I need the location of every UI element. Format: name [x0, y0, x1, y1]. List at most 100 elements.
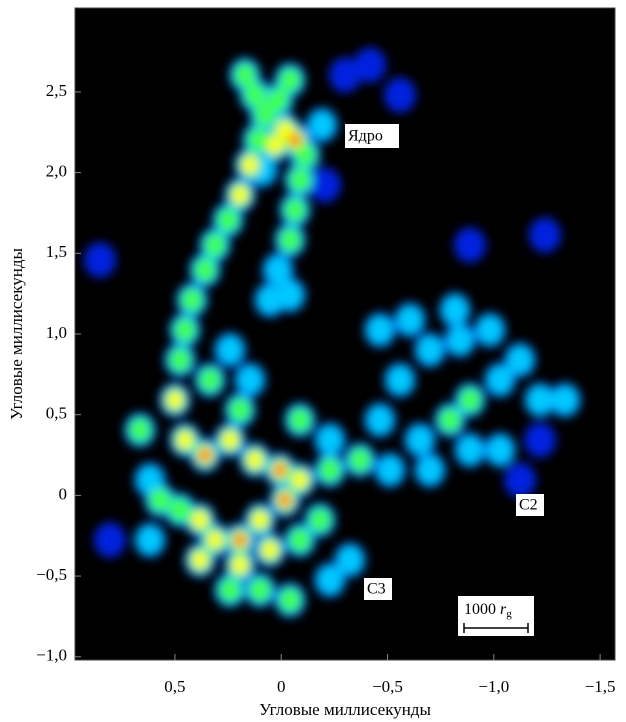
x-tick-label: −0,5 — [372, 677, 403, 696]
emission-blob — [329, 57, 361, 93]
emission-blob — [256, 285, 284, 315]
emission-blob — [136, 525, 164, 555]
emission-blob — [524, 422, 556, 458]
emission-blob — [249, 578, 271, 602]
emission-blob — [251, 510, 269, 530]
emission-blob — [454, 227, 486, 263]
emission-blob — [289, 528, 311, 552]
emission-blob — [279, 228, 301, 252]
annotation-label: Ядро — [348, 128, 383, 145]
emission-blob — [221, 430, 239, 450]
emission-blob — [174, 318, 196, 342]
emission-blob — [486, 365, 514, 395]
emission-blob — [289, 168, 311, 192]
emission-blob — [441, 295, 469, 325]
emission-blob — [231, 555, 249, 575]
emission-blob — [246, 450, 264, 470]
emission-blob — [129, 418, 151, 442]
emission-blob — [236, 365, 264, 395]
emission-blob — [199, 448, 211, 462]
emission-blob — [279, 493, 291, 507]
emission-blob — [254, 103, 276, 127]
emission-blob — [289, 408, 311, 432]
emission-blob — [149, 488, 171, 512]
x-tick-label: −1,0 — [478, 677, 509, 696]
emission-blob — [529, 217, 561, 253]
scale-bar: 1000 rg — [458, 596, 534, 636]
annotation-label: C3 — [367, 581, 386, 598]
emission-blob — [84, 242, 116, 278]
emission-blob — [219, 578, 241, 602]
emission-blob — [194, 258, 216, 282]
y-tick-label: −1,0 — [36, 646, 67, 665]
emission-blob — [199, 368, 221, 392]
emission-blob — [274, 463, 286, 477]
annotation: C2 — [516, 494, 544, 516]
emission-blob — [94, 522, 126, 558]
y-tick-label: 1,0 — [46, 323, 67, 342]
annotation: C3 — [364, 578, 392, 600]
emission-blob — [191, 550, 209, 570]
emission-blob — [176, 430, 194, 450]
emission-blob — [291, 470, 309, 490]
y-tick-label: 0 — [59, 484, 68, 503]
emission-blob — [216, 335, 244, 365]
emission-blob — [396, 305, 424, 335]
emission-blob — [294, 143, 316, 167]
x-tick-label: −1,5 — [585, 677, 616, 696]
emission-blob — [309, 508, 331, 532]
y-tick-label: 1,5 — [46, 242, 67, 261]
emission-blob — [241, 155, 259, 175]
emission-blob — [336, 545, 364, 575]
y-axis-title: Угловые миллисекунды — [7, 248, 26, 420]
y-tick-label: 2,0 — [46, 162, 67, 181]
emission-blob — [526, 385, 554, 415]
y-tick-label: 0,5 — [46, 404, 67, 423]
emission-blob — [181, 288, 203, 312]
emission-blob — [279, 68, 301, 92]
emission-blob — [289, 133, 301, 147]
emission-blob — [316, 565, 344, 595]
emission-blob — [416, 455, 444, 485]
emission-blob — [191, 510, 209, 530]
emission-blob — [384, 77, 416, 113]
emission-blob — [316, 425, 344, 455]
emission-blob — [169, 498, 191, 522]
scale-bar-label: 1000 rg — [464, 601, 512, 620]
emission-blob — [264, 255, 292, 285]
emission-blob — [169, 348, 191, 372]
emission-blob — [217, 208, 239, 232]
emission-blob — [309, 167, 341, 203]
emission-blob — [204, 233, 226, 257]
emission-blob — [476, 315, 504, 345]
emission-blob — [506, 345, 534, 375]
emission-blob — [406, 425, 434, 455]
emission-blob — [456, 435, 484, 465]
emission-blob — [267, 88, 289, 112]
emission-blob — [231, 185, 249, 205]
annotation: Ядро — [345, 124, 399, 148]
y-tick-label: −0,5 — [36, 565, 67, 584]
emission-blob — [416, 335, 444, 365]
emission-blob — [551, 385, 579, 415]
annotation-label: C2 — [519, 497, 538, 514]
emission-blob — [276, 280, 304, 310]
emission-blob — [244, 83, 266, 107]
emission-blob — [366, 315, 394, 345]
emission-blob — [229, 398, 251, 422]
x-axis-title: Угловые миллисекунды — [259, 700, 431, 719]
emission-blob — [308, 110, 336, 140]
emission-map — [84, 47, 581, 618]
y-tick-label: 2,5 — [46, 81, 67, 100]
emission-blob — [279, 588, 301, 612]
emission-blob — [234, 533, 246, 547]
emission-blob — [366, 405, 394, 435]
emission-blob — [319, 458, 341, 482]
emission-blob — [386, 365, 414, 395]
emission-blob — [376, 455, 404, 485]
emission-blob — [247, 128, 269, 152]
emission-blob — [166, 390, 184, 410]
emission-blob — [354, 47, 386, 83]
emission-blob — [136, 465, 164, 495]
emission-blob — [459, 388, 481, 412]
